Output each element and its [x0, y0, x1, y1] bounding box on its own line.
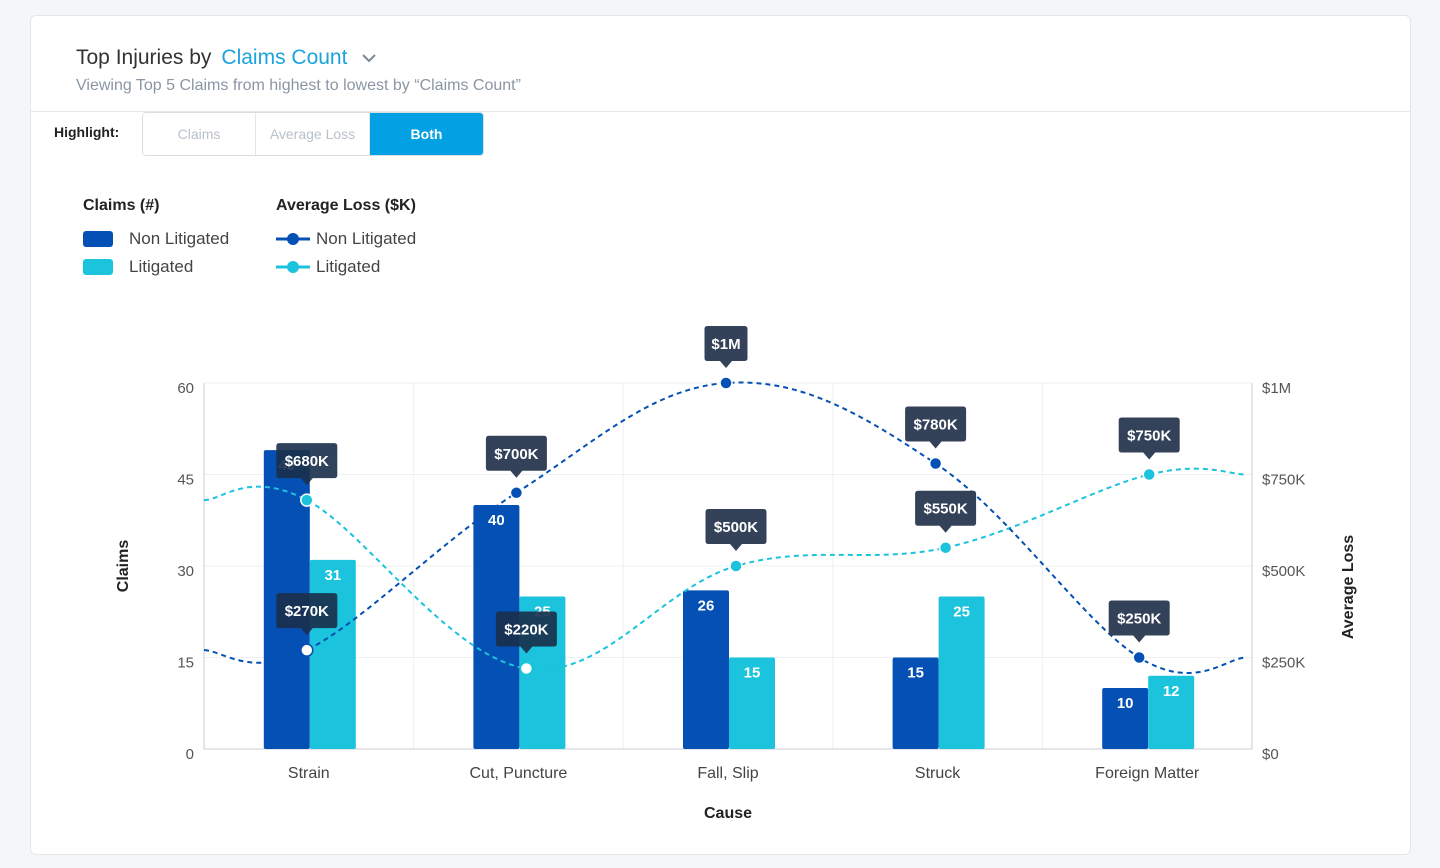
loss-tooltip — [1118, 417, 1180, 460]
card-subtitle: Viewing Top 5 Claims from highest to low… — [76, 77, 521, 94]
loss-tooltip-label: $500K — [714, 519, 758, 536]
chevron-down-icon[interactable] — [361, 50, 377, 66]
litigated-line-swatch — [276, 261, 310, 273]
loss-tooltip-label: $270K — [285, 603, 329, 620]
average-loss-line-litigated — [203, 467, 1247, 671]
bar-value-label: 15 — [744, 665, 761, 682]
y2-tick-label: $0 — [1262, 746, 1279, 763]
average-loss-line-non-litigated — [203, 381, 1247, 675]
x-tick-label: Struck — [915, 765, 961, 782]
loss-tooltip-label: $700K — [494, 446, 538, 463]
bar-value-label: 10 — [1117, 695, 1134, 712]
bar-litigated — [309, 559, 356, 749]
loss-tooltip-label: $1M — [711, 336, 740, 353]
loss-tooltip-label: $250K — [1117, 611, 1161, 628]
y-tick-label: 15 — [177, 655, 194, 672]
x-tick-label: Fall, Slip — [697, 765, 758, 782]
legend-item-claims-litigated[interactable]: Litigated — [83, 253, 229, 281]
highlight-toggle: Claims Average Loss Both — [142, 112, 484, 156]
loss-tooltip — [276, 443, 338, 486]
card-header: Top Injuries by Claims Count Viewing Top… — [31, 16, 1410, 112]
loss-tooltip-label: $780K — [913, 417, 957, 434]
bar-value-label: 12 — [1163, 683, 1180, 700]
loss-tooltip — [705, 509, 767, 551]
bar-litigated — [938, 596, 985, 749]
highlight-average-loss-button[interactable]: Average Loss — [256, 113, 370, 155]
legend-average-loss: Average Loss ($K) Non Litigated Litigate… — [276, 197, 416, 281]
non-litigated-swatch — [83, 231, 113, 247]
bar-litigated — [1148, 675, 1195, 749]
bar-litigated — [729, 657, 775, 749]
average-loss-point-non-litigated — [719, 376, 733, 390]
legend-claims: Claims (#) Non Litigated Litigated — [83, 197, 229, 281]
non-litigated-line-swatch — [276, 233, 310, 245]
bar-value-label: 25 — [953, 604, 970, 621]
y-tick-label: 60 — [177, 380, 194, 397]
y2-tick-label: $500K — [1262, 563, 1305, 580]
legend-loss-title: Average Loss ($K) — [276, 197, 416, 214]
legend-label: Litigated — [129, 257, 194, 276]
bar-value-label: 31 — [324, 567, 341, 584]
bar-value-label: 26 — [698, 597, 715, 614]
loss-tooltip-label: $750K — [1127, 428, 1171, 445]
y2-axis-title: Average Loss — [1340, 535, 1357, 639]
litigated-swatch — [83, 259, 113, 275]
y2-tick-label: $1M — [1262, 380, 1291, 397]
legend-item-claims-non-litigated[interactable]: Non Litigated — [83, 225, 229, 253]
average-loss-point-non-litigated — [928, 456, 943, 471]
average-loss-point-non-litigated — [1132, 650, 1146, 665]
y2-tick-label: $250K — [1262, 655, 1305, 672]
highlight-claims-button[interactable]: Claims — [143, 113, 256, 155]
title-lead: Top Injuries by — [76, 46, 212, 69]
metric-dropdown[interactable]: Claims Count — [221, 46, 348, 69]
bar-value-label: 40 — [488, 512, 505, 529]
loss-tooltip-label: $680K — [285, 453, 329, 470]
average-loss-point-litigated — [519, 661, 534, 676]
loss-tooltip — [905, 406, 967, 449]
bar-value-label: 15 — [907, 665, 924, 682]
loss-tooltip — [704, 326, 748, 368]
loss-tooltip — [276, 593, 338, 636]
loss-tooltip — [915, 490, 977, 533]
average-loss-point-non-litigated — [300, 643, 314, 657]
loss-tooltip-label: $220K — [504, 621, 548, 638]
y-tick-label: 0 — [186, 746, 194, 763]
highlight-both-button[interactable]: Both — [370, 113, 483, 155]
legend-label: Non Litigated — [316, 229, 417, 248]
bar-non-litigated — [892, 657, 939, 749]
legend-item-loss-litigated[interactable]: Litigated — [276, 253, 416, 281]
loss-tooltip — [495, 611, 557, 654]
x-tick-label: Strain — [288, 765, 330, 782]
y-tick-label: 45 — [177, 472, 194, 489]
y-tick-label: 30 — [177, 563, 194, 580]
y-axis-title: Claims — [115, 540, 132, 593]
loss-tooltip-label: $550K — [923, 501, 967, 518]
legend-label: Litigated — [316, 257, 381, 276]
average-loss-point-litigated — [938, 540, 953, 555]
average-loss-point-litigated — [300, 493, 314, 507]
average-loss-point-litigated — [1142, 467, 1156, 482]
loss-tooltip — [485, 435, 547, 478]
legend-label: Non Litigated — [129, 229, 230, 248]
legend-claims-title: Claims (#) — [83, 197, 160, 214]
bar-non-litigated — [683, 590, 729, 749]
loss-tooltip — [1108, 600, 1170, 643]
x-tick-label: Foreign Matter — [1095, 765, 1200, 782]
average-loss-point-non-litigated — [509, 486, 524, 500]
legend-item-loss-non-litigated[interactable]: Non Litigated — [276, 225, 416, 253]
bar-non-litigated — [1102, 688, 1149, 749]
highlight-label: Highlight: — [54, 124, 120, 140]
x-axis-title: Cause — [704, 805, 752, 822]
y2-tick-label: $750K — [1262, 472, 1305, 489]
average-loss-point-litigated — [729, 559, 743, 573]
card-title: Top Injuries by Claims Count — [76, 46, 377, 70]
x-tick-label: Cut, Puncture — [469, 765, 567, 782]
